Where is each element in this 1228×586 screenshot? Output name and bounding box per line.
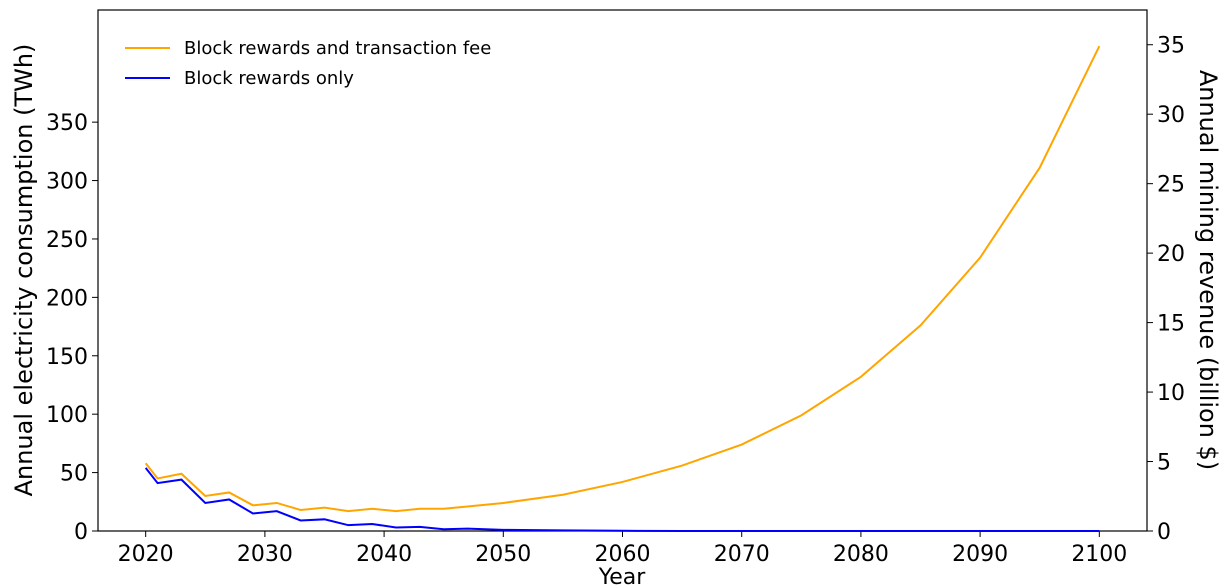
y-tick-label: 200: [46, 286, 88, 311]
y-tick-label: 300: [46, 170, 88, 195]
x-tick-label: 2080: [833, 542, 889, 567]
x-tick-label: 2040: [356, 542, 412, 567]
y2-tick-label: 10: [1157, 381, 1185, 406]
series-line: [144, 467, 1100, 532]
y2-tick-label: 30: [1157, 103, 1185, 128]
y2-tick-label: 35: [1157, 34, 1185, 59]
y2-tick-label: 25: [1157, 173, 1185, 198]
y-tick-label: 250: [46, 228, 88, 253]
y-tick-label: 350: [46, 111, 88, 136]
series-line: [144, 45, 1101, 513]
x-tick-label: 2060: [595, 542, 651, 567]
y2-tick-label: 0: [1157, 520, 1171, 545]
x-tick-label: 2090: [952, 542, 1008, 567]
y-tick-label: 50: [60, 462, 88, 487]
y2-tick-label: 5: [1157, 451, 1171, 476]
x-tick-label: 2030: [237, 542, 293, 567]
x-tick-label: 2050: [475, 542, 531, 567]
x-tick-label: 2020: [118, 542, 174, 567]
y2-tick-label: 15: [1157, 312, 1185, 337]
x-axis-label: Year: [598, 565, 647, 586]
x-tick-label: 2070: [714, 542, 770, 567]
y-tick-label: 150: [46, 345, 88, 370]
x-tick-label: 2100: [1071, 542, 1127, 567]
legend-label: Block rewards and transaction fee: [184, 38, 491, 59]
y2-axis-label: Annual mining revenue (billion $): [1194, 70, 1222, 470]
y-tick-label: 100: [46, 403, 88, 428]
legend-label: Block rewards only: [184, 68, 354, 89]
y-axis-label: Annual electricity consumption (TWh): [10, 44, 38, 497]
y-tick-label: 0: [74, 520, 88, 545]
y2-tick-label: 20: [1157, 242, 1185, 267]
